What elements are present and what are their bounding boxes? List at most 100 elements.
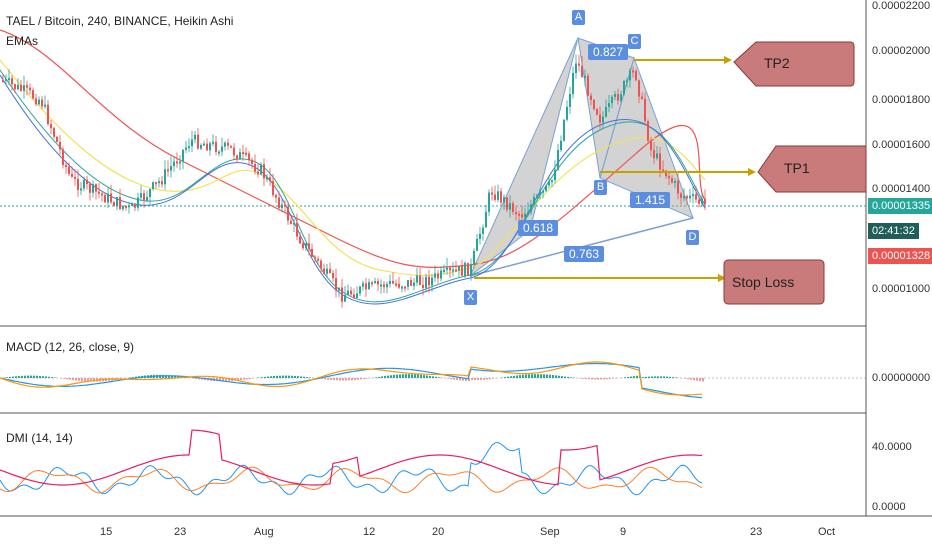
macd-bar bbox=[303, 376, 305, 378]
macd-bar bbox=[87, 378, 89, 382]
candle-body bbox=[302, 243, 304, 249]
candle-body bbox=[383, 284, 385, 288]
macd-bar bbox=[516, 375, 518, 378]
candle-body bbox=[305, 243, 307, 249]
macd-bar bbox=[63, 378, 65, 379]
candle-body bbox=[122, 205, 124, 210]
candle-body bbox=[209, 143, 211, 151]
candle-body bbox=[602, 116, 604, 123]
macd-bar bbox=[378, 376, 380, 378]
macd-bar bbox=[696, 378, 698, 381]
macd-bar bbox=[402, 374, 404, 378]
candle-body bbox=[35, 98, 37, 105]
candle-body bbox=[593, 100, 595, 110]
candle-body bbox=[224, 142, 226, 147]
candle-body bbox=[497, 191, 499, 200]
candle-body bbox=[311, 248, 313, 257]
candle-body bbox=[473, 250, 475, 265]
candle-body bbox=[272, 180, 274, 196]
candle-body bbox=[509, 203, 511, 210]
price-tick: 0.00002200 bbox=[872, 0, 931, 12]
macd-bar bbox=[339, 378, 341, 381]
candle-body bbox=[296, 222, 298, 237]
candle-body bbox=[620, 94, 622, 101]
macd-bar bbox=[543, 374, 545, 378]
candle-body bbox=[143, 193, 145, 201]
candle-body bbox=[206, 143, 208, 151]
candle-body bbox=[533, 197, 535, 205]
macd-bar bbox=[225, 378, 227, 382]
candle-body bbox=[107, 193, 109, 203]
macd-bar bbox=[636, 375, 638, 378]
macd-bar bbox=[609, 378, 611, 380]
emas-label[interactable]: EMAs bbox=[6, 34, 39, 48]
candle-body bbox=[674, 180, 676, 183]
candle-body bbox=[446, 267, 448, 270]
candle-body bbox=[179, 161, 181, 164]
candle-body bbox=[131, 203, 133, 206]
macd-bar bbox=[531, 374, 533, 378]
candle-body bbox=[512, 203, 514, 212]
macd-bar bbox=[507, 376, 509, 378]
macd-bar bbox=[309, 377, 311, 378]
candle-body bbox=[392, 280, 394, 284]
macd-label[interactable]: MACD (12, 26, close, 9) bbox=[6, 340, 135, 354]
candle-body bbox=[323, 268, 325, 274]
candle-body bbox=[212, 141, 214, 144]
macd-bar bbox=[39, 375, 41, 378]
candle-body bbox=[623, 80, 625, 95]
candle-body bbox=[425, 276, 427, 288]
candle-body bbox=[458, 266, 460, 271]
macd-bar bbox=[342, 378, 344, 381]
candle-body bbox=[41, 99, 43, 107]
macd-bar bbox=[405, 374, 407, 378]
macd-bar bbox=[306, 377, 308, 378]
pattern-triangle-xab bbox=[469, 37, 579, 277]
adx-line bbox=[0, 429, 703, 486]
macd-bar bbox=[642, 377, 644, 378]
macd-bar bbox=[363, 378, 365, 380]
macd-bar bbox=[588, 378, 590, 380]
macd-bar bbox=[48, 376, 50, 378]
candle-body bbox=[314, 256, 316, 259]
dmi-minus-line bbox=[0, 466, 703, 494]
macd-bar bbox=[438, 377, 440, 378]
macd-bar bbox=[270, 376, 272, 378]
macd-bar bbox=[606, 378, 608, 380]
candle-body bbox=[515, 211, 517, 214]
macd-bar bbox=[252, 378, 254, 379]
stop-loss-text: Stop Loss bbox=[732, 274, 795, 290]
candle-body bbox=[527, 212, 529, 215]
candle-body bbox=[170, 166, 172, 171]
candle-body bbox=[236, 155, 238, 160]
candle-body bbox=[242, 152, 244, 155]
candle-body bbox=[680, 193, 682, 198]
candle-body bbox=[692, 194, 694, 197]
macd-bar bbox=[462, 378, 464, 381]
macd-bar bbox=[321, 378, 323, 379]
macd-bar bbox=[219, 378, 221, 382]
macd-bar bbox=[168, 375, 170, 378]
ratio-ac: 0.827 bbox=[588, 44, 629, 60]
dmi-label[interactable]: DMI (14, 14) bbox=[6, 431, 73, 445]
macd-bar bbox=[33, 375, 35, 378]
candle-body bbox=[83, 179, 85, 189]
macd-bar bbox=[459, 378, 461, 381]
candle-body bbox=[359, 286, 361, 294]
candle-body bbox=[245, 152, 247, 155]
candle-body bbox=[257, 171, 259, 175]
candle-body bbox=[101, 193, 103, 196]
macd-bar bbox=[72, 378, 74, 381]
macd-bar bbox=[624, 377, 626, 378]
candle-body bbox=[368, 282, 370, 290]
macd-bar bbox=[594, 378, 596, 380]
candle-body bbox=[494, 194, 496, 200]
macd-bar bbox=[666, 376, 668, 378]
candle-body bbox=[416, 275, 418, 283]
macd-bar bbox=[453, 378, 455, 380]
candle-body bbox=[377, 281, 379, 285]
candle-body bbox=[590, 95, 592, 101]
macd-bar bbox=[450, 378, 452, 380]
candle-body bbox=[89, 184, 91, 193]
